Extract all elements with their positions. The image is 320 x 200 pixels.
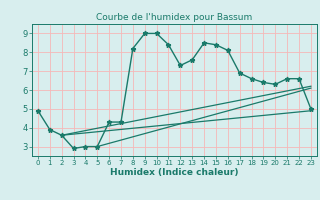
- X-axis label: Humidex (Indice chaleur): Humidex (Indice chaleur): [110, 168, 239, 177]
- Title: Courbe de l'humidex pour Bassum: Courbe de l'humidex pour Bassum: [96, 13, 252, 22]
